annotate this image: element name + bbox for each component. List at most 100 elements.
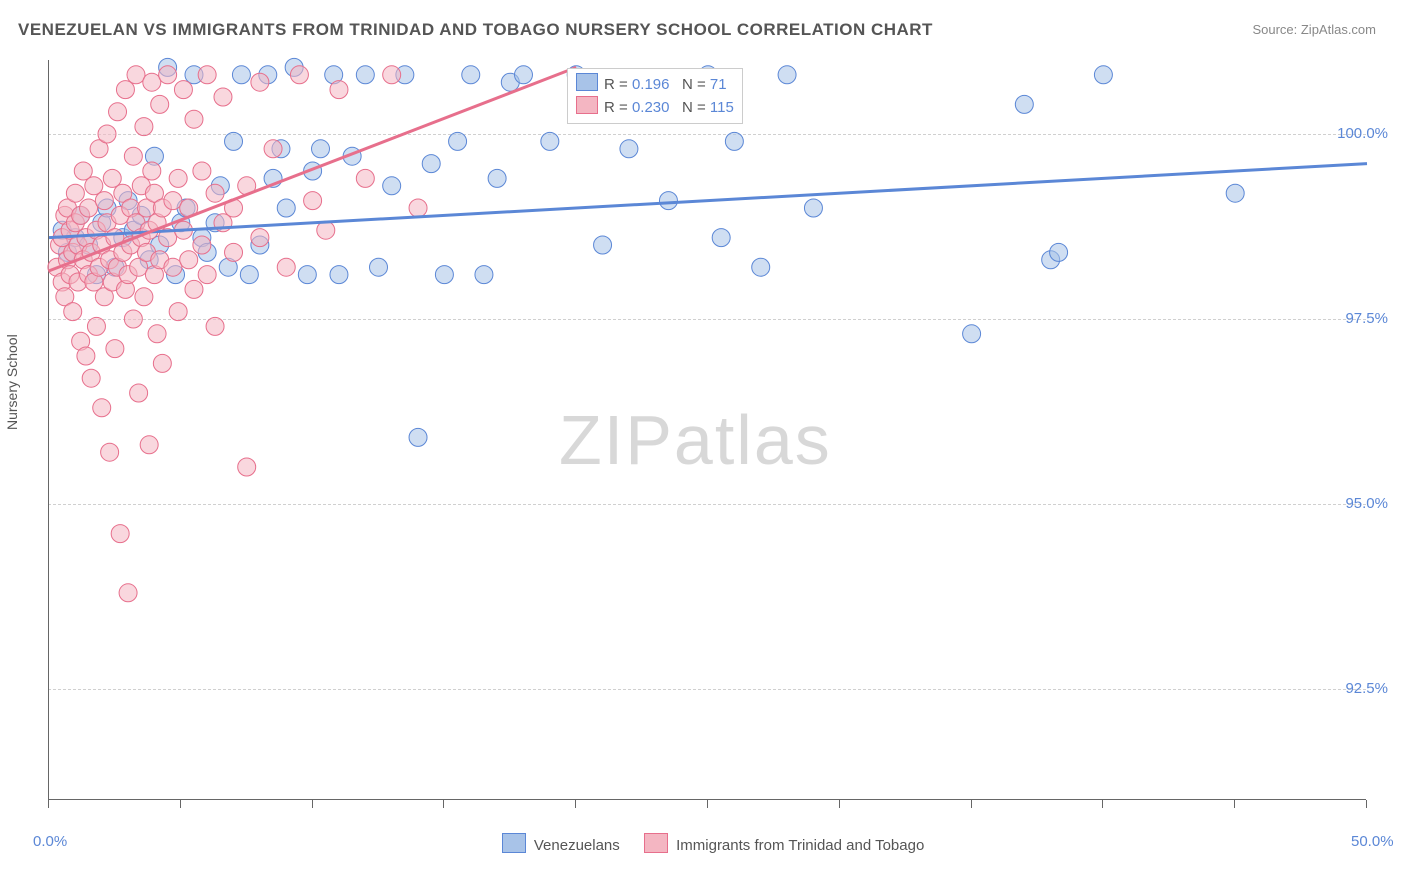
ytick-label: 95.0% bbox=[1345, 495, 1388, 512]
data-point bbox=[804, 199, 822, 217]
data-point bbox=[82, 369, 100, 387]
data-point bbox=[514, 66, 532, 84]
data-point bbox=[143, 162, 161, 180]
legend-row: R = 0.196 N = 71 bbox=[576, 73, 734, 96]
data-point bbox=[119, 584, 137, 602]
data-point bbox=[164, 258, 182, 276]
data-point bbox=[140, 436, 158, 454]
data-point bbox=[109, 103, 127, 121]
data-point bbox=[594, 236, 612, 254]
data-point bbox=[277, 258, 295, 276]
data-point bbox=[356, 66, 374, 84]
chart-title: VENEZUELAN VS IMMIGRANTS FROM TRINIDAD A… bbox=[18, 20, 933, 40]
data-point bbox=[659, 192, 677, 210]
data-point bbox=[124, 147, 142, 165]
xtick bbox=[839, 800, 840, 808]
data-point bbox=[198, 66, 216, 84]
data-point bbox=[130, 384, 148, 402]
data-point bbox=[1226, 184, 1244, 202]
data-point bbox=[148, 325, 166, 343]
data-point bbox=[111, 525, 129, 543]
data-point bbox=[151, 95, 169, 113]
xtick-label: 0.0% bbox=[33, 833, 67, 850]
data-point bbox=[159, 66, 177, 84]
data-point bbox=[488, 169, 506, 187]
correlation-legend: R = 0.196 N = 71R = 0.230 N = 115 bbox=[567, 68, 743, 124]
data-point bbox=[330, 81, 348, 99]
xtick-label: 50.0% bbox=[1351, 833, 1394, 850]
xtick bbox=[180, 800, 181, 808]
data-point bbox=[214, 88, 232, 106]
source-prefix: Source: bbox=[1252, 22, 1300, 37]
data-point bbox=[251, 229, 269, 247]
data-point bbox=[206, 317, 224, 335]
data-point bbox=[449, 132, 467, 150]
data-point bbox=[541, 132, 559, 150]
data-point bbox=[127, 66, 145, 84]
data-point bbox=[101, 443, 119, 461]
data-point bbox=[312, 140, 330, 158]
data-point bbox=[143, 73, 161, 91]
xtick bbox=[312, 800, 313, 808]
legend-label-2: Immigrants from Trinidad and Tobago bbox=[676, 837, 924, 854]
data-point bbox=[1015, 95, 1033, 113]
data-point bbox=[409, 199, 427, 217]
data-point bbox=[1094, 66, 1112, 84]
source-credit: Source: ZipAtlas.com bbox=[1252, 22, 1376, 37]
xtick bbox=[1102, 800, 1103, 808]
legend-row: R = 0.230 N = 115 bbox=[576, 96, 734, 119]
data-point bbox=[98, 125, 116, 143]
r-label: R = bbox=[604, 76, 632, 93]
xtick bbox=[48, 800, 49, 808]
data-point bbox=[85, 177, 103, 195]
data-point bbox=[963, 325, 981, 343]
legend-swatch-1 bbox=[502, 833, 526, 853]
ytick-label: 100.0% bbox=[1337, 125, 1388, 142]
data-point bbox=[712, 229, 730, 247]
data-point bbox=[77, 347, 95, 365]
n-label: N = bbox=[669, 99, 709, 116]
xtick bbox=[707, 800, 708, 808]
data-point bbox=[180, 251, 198, 269]
legend-swatch-2 bbox=[644, 833, 668, 853]
data-point bbox=[298, 266, 316, 284]
data-point bbox=[238, 458, 256, 476]
data-point bbox=[185, 110, 203, 128]
data-point bbox=[225, 243, 243, 261]
legend-swatch bbox=[576, 96, 598, 114]
r-value: 0.196 bbox=[632, 76, 670, 93]
xtick bbox=[1234, 800, 1235, 808]
legend-swatch bbox=[576, 73, 598, 91]
data-point bbox=[174, 81, 192, 99]
data-point bbox=[409, 428, 427, 446]
data-point bbox=[116, 81, 134, 99]
legend-label-1: Venezuelans bbox=[534, 837, 620, 854]
data-point bbox=[620, 140, 638, 158]
y-axis-label: Nursery School bbox=[4, 334, 20, 430]
data-point bbox=[370, 258, 388, 276]
data-point bbox=[304, 192, 322, 210]
scatter-svg bbox=[49, 60, 1367, 800]
data-point bbox=[725, 132, 743, 150]
n-value: 71 bbox=[710, 76, 727, 93]
trend-line bbox=[49, 164, 1367, 238]
data-point bbox=[232, 66, 250, 84]
data-point bbox=[64, 303, 82, 321]
data-point bbox=[290, 66, 308, 84]
data-point bbox=[95, 192, 113, 210]
data-point bbox=[135, 118, 153, 136]
data-point bbox=[251, 73, 269, 91]
data-point bbox=[106, 340, 124, 358]
data-point bbox=[153, 354, 171, 372]
xtick bbox=[1366, 800, 1367, 808]
data-point bbox=[422, 155, 440, 173]
n-label: N = bbox=[669, 76, 709, 93]
source-name: ZipAtlas.com bbox=[1301, 22, 1376, 37]
xtick bbox=[443, 800, 444, 808]
ytick-label: 92.5% bbox=[1345, 680, 1388, 697]
data-point bbox=[80, 199, 98, 217]
data-point bbox=[383, 66, 401, 84]
data-point bbox=[193, 236, 211, 254]
data-point bbox=[475, 266, 493, 284]
data-point bbox=[240, 266, 258, 284]
